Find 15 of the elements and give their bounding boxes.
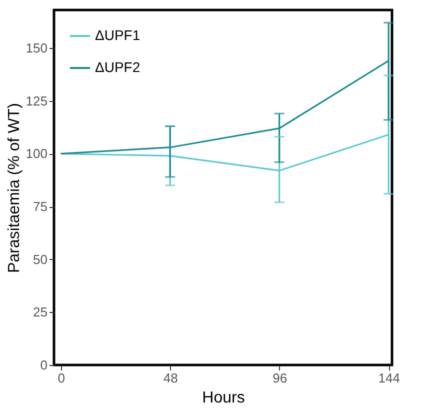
x-axis-title: Hours	[202, 390, 245, 406]
y-tick-label: 75	[33, 199, 48, 214]
x-tick-label: 0	[58, 370, 65, 386]
y-tick-label: 50	[33, 252, 48, 267]
x-tick-label: 48	[163, 370, 178, 386]
x-tick-label: 96	[272, 370, 288, 386]
y-tick-label: 100	[26, 146, 48, 162]
legend-label: ΔUPF1	[95, 27, 140, 43]
y-tick-label: 25	[33, 304, 48, 320]
y-tick-label: 125	[26, 93, 48, 108]
y-tick-label: 0	[40, 358, 48, 372]
x-tick-label: 144	[378, 370, 400, 386]
y-tick-label: 150	[26, 40, 48, 56]
legend-label: ΔUPF2	[95, 59, 140, 75]
y-axis-title: Parasitaemia (% of WT)	[6, 103, 23, 273]
